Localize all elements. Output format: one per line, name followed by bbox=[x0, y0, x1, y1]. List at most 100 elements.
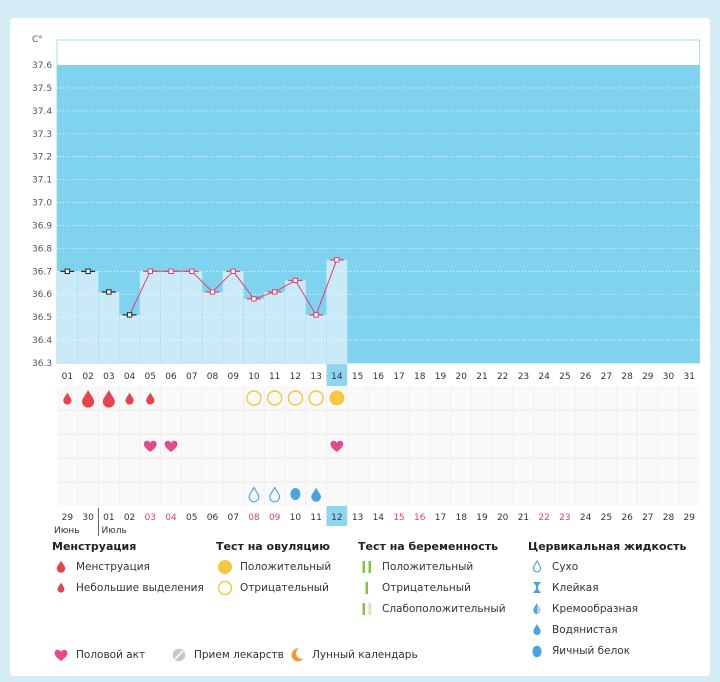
cycle-date-label: 30 bbox=[82, 513, 94, 523]
legend-moon: Лунный календарь bbox=[288, 648, 418, 662]
y-tick-label: 36.9 bbox=[32, 221, 52, 231]
y-tick-label: 37.4 bbox=[32, 107, 52, 117]
cycle-date-label: 06 bbox=[207, 513, 219, 523]
temperature-column bbox=[98, 291, 120, 364]
blood-drop-icon bbox=[52, 560, 70, 574]
cycle-today-highlight bbox=[326, 506, 348, 526]
day-label: 23 bbox=[518, 372, 529, 382]
day-label: 28 bbox=[621, 372, 633, 382]
legend-ovulation: Тест на овуляцию Положительный Отрицател… bbox=[216, 540, 331, 598]
legend-menstruation-title: Менструация bbox=[52, 540, 137, 553]
day-label: 31 bbox=[684, 372, 695, 382]
day-label: 09 bbox=[227, 372, 239, 382]
day-label: 27 bbox=[601, 372, 612, 382]
cycle-date-label: 15 bbox=[393, 513, 404, 523]
cycle-date-label: 18 bbox=[456, 513, 468, 523]
cervical-eggwhite-mark bbox=[290, 488, 301, 500]
cycle-date-label: 26 bbox=[621, 513, 633, 523]
y-tick-label: 36.5 bbox=[32, 313, 52, 323]
temperature-segment bbox=[274, 280, 296, 293]
temperature-segment bbox=[315, 259, 338, 316]
day-label: 08 bbox=[207, 372, 219, 382]
ovulation-positive-mark bbox=[329, 390, 345, 406]
watery-drop-icon bbox=[528, 623, 546, 637]
fertility-chart-card: C° 37.6 37.5 37.4 37.3 37.2 37.1 37.0 36.9 36.8 36… bbox=[10, 18, 710, 676]
temperature-point bbox=[292, 277, 299, 284]
legend-cervical-watery-label: Водянистая bbox=[552, 623, 618, 636]
y-tick-label: 37.2 bbox=[32, 153, 52, 163]
cycle-date-label: 08 bbox=[248, 513, 260, 523]
day-label: 16 bbox=[373, 372, 385, 382]
day-label: 06 bbox=[165, 372, 177, 382]
cycle-date-label: 27 bbox=[642, 513, 653, 523]
day-label: 13 bbox=[310, 372, 321, 382]
day-label: 12 bbox=[290, 372, 301, 382]
temperature-point bbox=[147, 268, 153, 275]
legend-menstruation-label: Менструация bbox=[76, 560, 150, 573]
cycle-date-label: 24 bbox=[580, 513, 592, 523]
legend-cervical-dry: Сухо bbox=[528, 556, 686, 577]
one-line-icon bbox=[358, 581, 376, 595]
faint-lines-icon bbox=[358, 602, 376, 616]
y-tick-label: 37.5 bbox=[32, 84, 52, 94]
cycle-date-label: 23 bbox=[559, 513, 570, 523]
temperature-column bbox=[77, 271, 99, 364]
day-label: 30 bbox=[663, 372, 675, 382]
legend-ovulation-positive: Положительный bbox=[216, 556, 331, 577]
day-label: 25 bbox=[559, 372, 570, 382]
cycle-date-label: 19 bbox=[476, 513, 488, 523]
day-label: 03 bbox=[103, 372, 114, 382]
cycle-date-label: 21 bbox=[518, 513, 529, 523]
cycle-date-label: 09 bbox=[269, 513, 281, 523]
temperature-point bbox=[126, 312, 133, 318]
intercourse-heart bbox=[164, 440, 178, 452]
temperature-segment bbox=[129, 271, 151, 316]
menstruation-drop bbox=[125, 392, 134, 405]
temperature-point bbox=[189, 268, 195, 275]
menstruation-drop bbox=[63, 392, 72, 405]
legend-pregnancy-weak: Слабоположительный bbox=[358, 598, 506, 619]
legend-menstruation: Менструация Менструация Небольшие выделе… bbox=[52, 540, 204, 598]
legend-pregnancy-negative: Отрицательный bbox=[358, 577, 506, 598]
intercourse-heart bbox=[330, 440, 344, 452]
legend-cervical-creamy-label: Кремообразная bbox=[552, 602, 639, 615]
legend-cervical-creamy: Кремообразная bbox=[528, 598, 686, 619]
temperature-segment bbox=[232, 271, 255, 300]
two-lines-icon bbox=[358, 560, 376, 574]
legend-pregnancy-positive-label: Положительный bbox=[382, 560, 474, 573]
legend-cervical-dry-label: Сухо bbox=[552, 560, 579, 573]
cycle-date-label: 25 bbox=[601, 513, 612, 523]
creamy-drop-icon bbox=[528, 602, 546, 616]
temperature-point bbox=[64, 268, 71, 275]
legend-pregnancy-title: Тест на беременность bbox=[358, 540, 499, 553]
cycle-date-label: 13 bbox=[352, 513, 363, 523]
day-label: 22 bbox=[497, 372, 508, 382]
day-label: 26 bbox=[580, 372, 592, 382]
legend-ovulation-title: Тест на овуляцию bbox=[216, 540, 330, 553]
temperature-point bbox=[313, 312, 319, 318]
legend-ovulation-negative: Отрицательный bbox=[216, 577, 331, 598]
sticky-icon bbox=[528, 581, 546, 595]
cycle-date-label: 02 bbox=[124, 513, 135, 523]
legend-menstruation-item: Менструация bbox=[52, 556, 204, 577]
y-tick-label: 37.0 bbox=[32, 199, 52, 209]
cycle-date-label: 10 bbox=[290, 513, 302, 523]
intercourse-heart bbox=[143, 440, 157, 452]
cycle-date-label: 05 bbox=[186, 513, 197, 523]
legend-medicine-label: Прием лекарств bbox=[194, 649, 284, 661]
cycle-date-label: 20 bbox=[497, 513, 509, 523]
day-label: 05 bbox=[145, 372, 156, 382]
legend-pregnancy-weak-label: Слабоположительный bbox=[382, 602, 506, 615]
temperature-point bbox=[271, 289, 278, 295]
ovulation-negative-mark bbox=[308, 390, 324, 406]
temperature-column bbox=[326, 259, 348, 364]
day-label: 07 bbox=[186, 372, 197, 382]
pill-icon bbox=[170, 648, 188, 662]
legend-cervical-eggwhite: Яичный белок bbox=[528, 640, 686, 661]
day-label: 21 bbox=[476, 372, 487, 382]
temperature-segment bbox=[253, 291, 275, 300]
temperature-point bbox=[209, 289, 216, 295]
cycle-date-label: 07 bbox=[227, 513, 238, 523]
cycle-date-label: 14 bbox=[373, 513, 385, 523]
temperature-segment bbox=[191, 270, 213, 293]
